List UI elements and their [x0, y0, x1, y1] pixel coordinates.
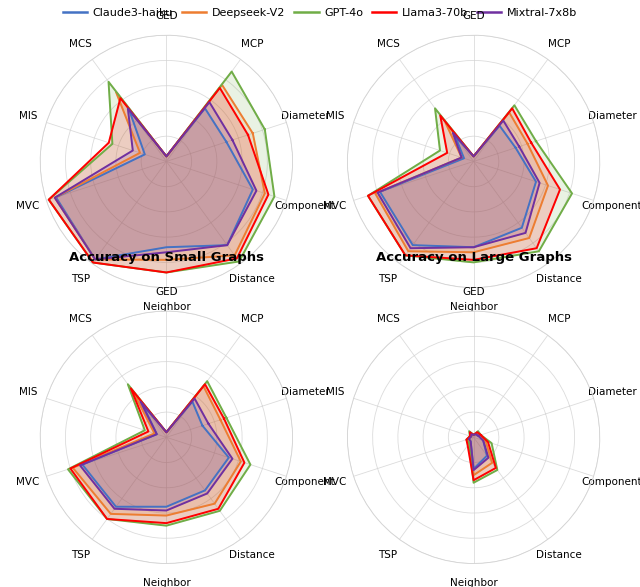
Polygon shape	[80, 399, 232, 511]
Polygon shape	[368, 105, 572, 262]
Polygon shape	[55, 85, 265, 260]
Polygon shape	[380, 126, 536, 247]
Polygon shape	[467, 431, 497, 483]
Polygon shape	[375, 113, 548, 252]
Polygon shape	[467, 432, 496, 480]
Legend: Claude3-haiku, Deepseek-V2, GPT-4o, Llama3-70b, Mixtral-7x8b: Claude3-haiku, Deepseek-V2, GPT-4o, Llam…	[58, 4, 582, 23]
Polygon shape	[83, 402, 229, 507]
Polygon shape	[378, 120, 540, 248]
Polygon shape	[468, 433, 492, 475]
Polygon shape	[73, 386, 241, 515]
Polygon shape	[56, 109, 253, 259]
Polygon shape	[55, 102, 257, 259]
Title: Accuracy on Small Graphs: Accuracy on Small Graphs	[69, 251, 264, 264]
Polygon shape	[468, 434, 488, 470]
Polygon shape	[70, 384, 244, 523]
Polygon shape	[368, 109, 560, 260]
Polygon shape	[68, 381, 250, 526]
Title: Accuracy on Large Graphs: Accuracy on Large Graphs	[376, 251, 572, 264]
Polygon shape	[49, 88, 268, 272]
Polygon shape	[49, 72, 275, 272]
Polygon shape	[468, 434, 487, 469]
